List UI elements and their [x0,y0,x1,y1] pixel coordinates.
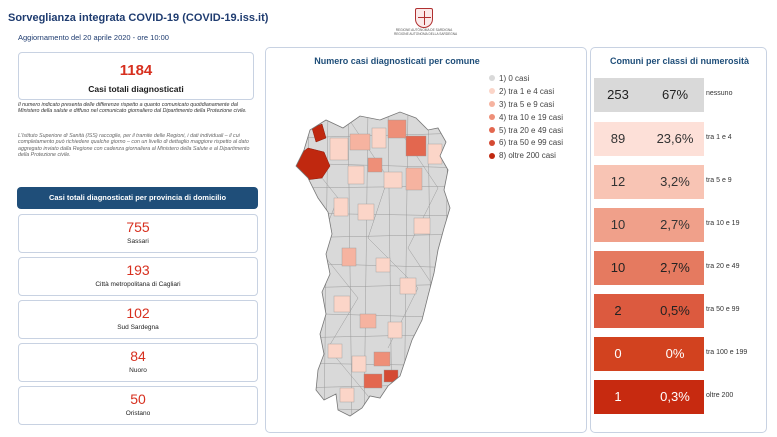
legend-item[interactable]: 4) tra 10 e 19 casi [489,111,589,124]
class-label: tra 50 e 99 [706,306,740,313]
class-count: 89 [610,131,626,146]
class-row: 10 2,7% [594,251,704,285]
sardinia-choropleth-map[interactable] [288,108,468,428]
class-label: nessuno [706,90,733,97]
legend-swatch [489,101,495,108]
map-title: Numero casi diagnosticati per comune [314,56,480,66]
class-label: tra 20 e 49 [706,263,740,270]
class-row: 89 23,6% [594,122,704,156]
legend-swatch [489,114,495,121]
island-outline [295,111,451,417]
class-row: 2 0,5% [594,294,704,328]
class-row: 0 0% [594,337,704,371]
class-percent: 67% [661,87,689,102]
total-cases-value: 1184 [119,62,153,79]
classes-panel: Comuni per classi di numerosità 253 67% ne… [590,47,767,433]
legend-label: 8) oltre 200 casi [499,151,556,161]
legend-item[interactable]: 6) tra 50 e 99 casi [489,136,589,149]
class-count: 12 [610,174,626,189]
data-note-detail: L'Istituto Superiore di Sanità (ISS) rac… [18,133,250,158]
map-panel: Numero casi diagnosticati per comune 1) … [265,47,587,433]
class-count: 10 [610,217,626,232]
header: Sorveglianza integrata COVID-19 (COVID-1… [0,0,777,48]
class-row: 12 3,2% [594,165,704,199]
class-percent: 23,6% [656,131,694,146]
emblem-text-italian: REGIONE AUTONOMA DELLA SARDEGNA [394,32,458,36]
province-value: 755 [126,219,150,235]
map-legend: 1) 0 casi 2) tra 1 e 4 casi 3) tra 5 e 9… [489,72,589,162]
class-count: 2 [614,303,622,318]
class-row: 10 2,7% [594,208,704,242]
class-label: oltre 200 [706,392,734,399]
class-percent: 0,5% [660,303,690,318]
class-count: 0 [614,346,622,361]
province-card-sud-sardegna: 102 Sud Sardegna [18,300,258,339]
legend-item[interactable]: 1) 0 casi [489,72,589,85]
map-municipalities [296,112,450,416]
province-name: Nuoro [129,367,147,374]
province-card-cagliari: 193 Città metropolitana di Cagliari [18,257,258,296]
province-card-oristano: 50 Oristano [18,386,258,425]
class-label: tra 5 e 9 [706,177,732,184]
emblem-text-sardinian: REGIONE AUTÒNOMA DE SARDIGNA [395,28,453,32]
province-name: Città metropolitana di Cagliari [95,281,181,288]
province-value: 102 [126,305,150,321]
province-value: 84 [130,348,146,364]
legend-swatch [489,139,495,146]
class-row: 1 0,3% [594,380,704,414]
legend-swatch [489,88,495,95]
legend-label: 6) tra 50 e 99 casi [499,138,564,148]
class-percent: 0% [665,346,685,361]
class-label: tra 1 e 4 [706,134,732,141]
legend-label: 4) tra 10 e 19 casi [499,112,564,122]
legend-swatch [489,127,495,133]
class-row: 253 67% [594,78,704,112]
legend-swatch [489,152,495,159]
province-card-nuoro: 84 Nuoro [18,343,258,382]
region-shield-icon [415,8,433,28]
class-count: 253 [607,87,629,102]
legend-swatch [489,75,495,82]
class-percent: 3,2% [660,174,690,189]
province-value: 193 [126,262,150,278]
page-title: Sorveglianza integrata COVID-19 (COVID-1… [8,12,269,24]
update-timestamp: Aggiornamento del 20 aprile 2020 - ore 1… [18,33,169,42]
region-emblem: REGIONE AUTÒNOMA DE SARDIGNA REGIONE AUT… [394,8,458,48]
class-count: 10 [610,260,626,275]
province-section-header: Casi totali diagnosticati per provincia … [17,187,258,209]
legend-item[interactable]: 8) oltre 200 casi [489,149,589,162]
legend-label: 3) tra 5 e 9 casi [499,99,555,109]
legend-label: 5) tra 20 e 49 casi [499,125,564,135]
class-count: 1 [614,389,622,404]
province-name: Oristano [125,410,151,417]
summary-column: 1184 Casi totali diagnosticati Il numero… [10,47,262,433]
province-name: Sud Sardegna [117,324,159,331]
legend-label: 2) tra 1 e 4 casi [499,86,555,96]
class-label: tra 10 e 19 [706,220,740,227]
class-percent: 2,7% [660,217,690,232]
province-card-sassari: 755 Sassari [18,214,258,253]
province-name: Sassari [127,238,149,245]
legend-label: 1) 0 casi [499,73,530,83]
total-cases-label: Casi totali diagnosticati [88,84,184,94]
class-percent: 0,3% [660,389,690,404]
province-value: 50 [130,391,146,407]
classes-title: Comuni per classi di numerosità [609,56,750,66]
class-label: tra 100 e 199 [706,349,748,356]
class-percent: 2,7% [660,260,690,275]
legend-item[interactable]: 2) tra 1 e 4 casi [489,85,589,98]
legend-item[interactable]: 5) tra 20 e 49 casi [489,124,589,137]
total-cases-card: 1184 Casi totali diagnosticati [18,52,254,100]
legend-item[interactable]: 3) tra 5 e 9 casi [489,98,589,111]
data-note: Il numero indicato presenta delle differ… [18,102,247,115]
